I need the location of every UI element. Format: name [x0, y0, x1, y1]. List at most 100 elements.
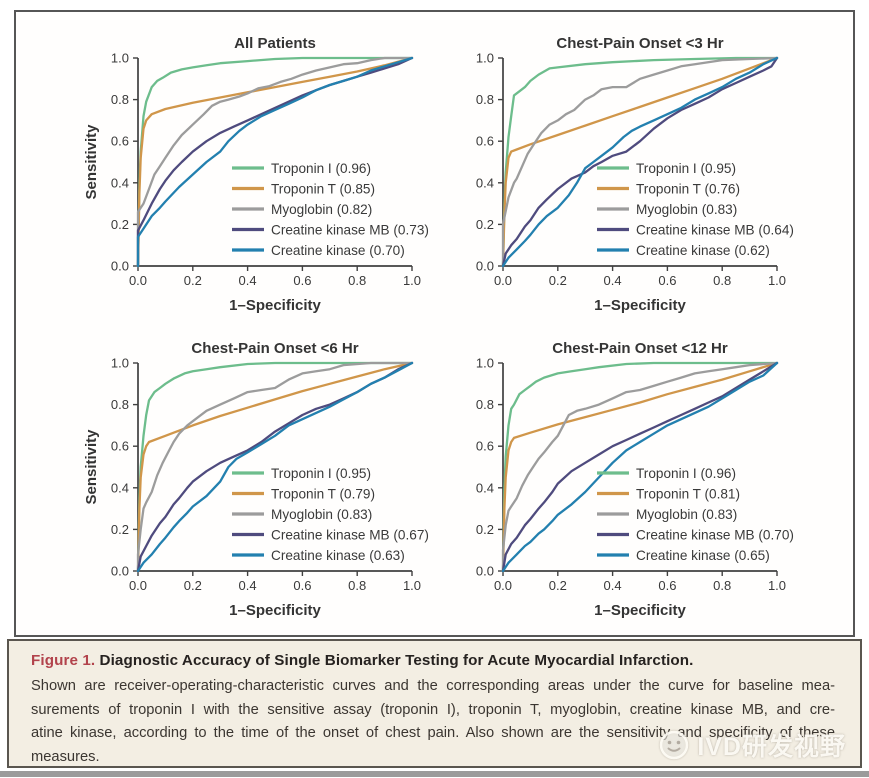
roc-panel-all-patients: All Patients 0.0 0.2 0.4 0.6 0.8 1.0 0.0 0.2 0.4 0…	[83, 35, 429, 314]
caption-body-line-2: surements of troponin I with the sensiti…	[31, 701, 835, 718]
legend-label-creatine-kinase-mb: Creatine kinase MB (0.70)	[636, 527, 794, 542]
roc-curve-troponin-t	[501, 361, 779, 573]
x-tick-label: 0.0	[129, 578, 147, 593]
x-tick-label: 1.0	[768, 578, 786, 593]
roc-panel-onset-3hr: Chest-Pain Onset <3 Hr 0.0 0.2 0.4 0.6 0.8 1.0…	[476, 35, 794, 314]
x-tick-label: 0.6	[658, 578, 676, 593]
y-tick-label: 0.2	[476, 522, 494, 537]
y-tick-label: 0.6	[476, 439, 494, 454]
legend-label-troponin-i: Troponin I (0.96)	[636, 466, 736, 481]
x-axis-title: 1–Specificity	[229, 297, 321, 314]
x-tick-label: 0.8	[713, 578, 731, 593]
legend-label-troponin-t: Troponin T (0.76)	[636, 181, 740, 196]
y-tick-label: 0.4	[476, 175, 494, 190]
y-tick-label: 0.0	[111, 564, 129, 579]
roc-curve-troponin-t	[136, 56, 414, 268]
y-tick-label: 1.0	[476, 51, 494, 66]
legend-label-myoglobin: Myoglobin (0.82)	[271, 202, 372, 217]
figure-plot-area: All Patients 0.0 0.2 0.4 0.6 0.8 1.0 0.0 0.2 0.4 0…	[14, 10, 855, 637]
x-tick-label: 0.4	[239, 273, 257, 288]
x-tick-label: 1.0	[403, 578, 421, 593]
x-tick-label: 0.6	[293, 273, 311, 288]
caption-body-line-1: Shown are receiver-operating-characteris…	[31, 678, 835, 694]
x-axis-title: 1–Specificity	[594, 602, 686, 619]
caption-body-line-4: measures.	[31, 748, 100, 765]
y-tick-label: 0.6	[476, 134, 494, 149]
legend-label-myoglobin: Myoglobin (0.83)	[636, 202, 737, 217]
x-tick-label: 0.2	[184, 273, 202, 288]
caption-body-line-3: atine kinase, according to the time of t…	[31, 725, 835, 742]
legend-label-troponin-i: Troponin I (0.95)	[636, 161, 736, 176]
x-tick-label: 0.6	[293, 578, 311, 593]
roc-curve-troponin-i	[501, 361, 779, 573]
roc-curve-troponin-i	[501, 56, 779, 268]
y-tick-label: 1.0	[111, 356, 129, 371]
y-axis-title: Sensitivity	[83, 124, 100, 200]
y-tick-label: 0.6	[111, 134, 129, 149]
x-tick-label: 0.2	[549, 273, 567, 288]
y-tick-label: 0.4	[476, 480, 494, 495]
roc-curve-creatine-kinase	[136, 56, 414, 268]
x-tick-label: 0.4	[604, 578, 622, 593]
legend-label-creatine-kinase-mb: Creatine kinase MB (0.73)	[271, 222, 429, 237]
roc-curve-troponin-t	[501, 56, 779, 268]
roc-curve-troponin-i	[136, 361, 414, 573]
roc-panel-onset-6hr: Chest-Pain Onset <6 Hr 0.0 0.2 0.4 0.6 0.8 1.0…	[83, 340, 429, 619]
x-tick-label: 1.0	[768, 273, 786, 288]
legend-label-creatine-kinase: Creatine kinase (0.63)	[271, 548, 405, 563]
x-tick-label: 0.2	[549, 578, 567, 593]
legend-label-myoglobin: Myoglobin (0.83)	[271, 507, 372, 522]
y-tick-label: 0.0	[476, 259, 494, 274]
legend-label-creatine-kinase-mb: Creatine kinase MB (0.67)	[271, 527, 429, 542]
x-tick-label: 0.0	[494, 578, 512, 593]
roc-curve-creatine-kinase-mb	[501, 361, 779, 573]
y-tick-label: 0.2	[476, 217, 494, 232]
roc-curve-myoglobin	[136, 361, 414, 573]
roc-curve-myoglobin	[501, 56, 779, 268]
roc-curve-myoglobin	[136, 56, 414, 268]
legend-label-myoglobin: Myoglobin (0.83)	[636, 507, 737, 522]
y-tick-label: 1.0	[111, 51, 129, 66]
figure-caption: Figure 1. Diagnostic Accuracy of Single …	[7, 639, 862, 768]
legend-label-creatine-kinase-mb: Creatine kinase MB (0.64)	[636, 222, 794, 237]
roc-curve-creatine-kinase-mb	[501, 56, 779, 268]
panel-title: Chest-Pain Onset <12 Hr	[552, 340, 728, 357]
y-tick-label: 0.2	[111, 522, 129, 537]
legend-label-troponin-t: Troponin T (0.81)	[636, 486, 740, 501]
legend-label-troponin-t: Troponin T (0.79)	[271, 486, 375, 501]
x-tick-label: 0.4	[239, 578, 257, 593]
y-tick-label: 0.4	[111, 480, 129, 495]
x-tick-label: 0.8	[348, 273, 366, 288]
y-tick-label: 0.6	[111, 439, 129, 454]
panel-title: Chest-Pain Onset <6 Hr	[191, 340, 358, 357]
x-tick-label: 0.0	[129, 273, 147, 288]
legend-label-creatine-kinase: Creatine kinase (0.70)	[271, 243, 405, 258]
x-tick-label: 0.0	[494, 273, 512, 288]
page-edge-shadow	[0, 771, 869, 777]
x-tick-label: 0.4	[604, 273, 622, 288]
x-axis-title: 1–Specificity	[229, 602, 321, 619]
roc-curve-myoglobin	[501, 361, 779, 573]
legend-label-troponin-i: Troponin I (0.95)	[271, 466, 371, 481]
roc-panel-onset-12hr: Chest-Pain Onset <12 Hr 0.0 0.2 0.4 0.6 0.8 1.…	[476, 340, 794, 619]
roc-curve-creatine-kinase	[501, 56, 779, 268]
y-tick-label: 0.4	[111, 175, 129, 190]
caption-title-line: Figure 1. Diagnostic Accuracy of Single …	[31, 652, 835, 669]
panel-title: Chest-Pain Onset <3 Hr	[556, 35, 723, 52]
y-tick-label: 1.0	[476, 356, 494, 371]
y-axis-title: Sensitivity	[83, 429, 100, 505]
x-axis-title: 1–Specificity	[594, 297, 686, 314]
x-tick-label: 0.8	[348, 578, 366, 593]
y-tick-label: 0.2	[111, 217, 129, 232]
x-tick-label: 0.6	[658, 273, 676, 288]
x-tick-label: 0.8	[713, 273, 731, 288]
y-tick-label: 0.0	[111, 259, 129, 274]
legend-label-creatine-kinase: Creatine kinase (0.65)	[636, 548, 770, 563]
roc-curve-creatine-kinase	[501, 361, 779, 573]
figure-title-text: Diagnostic Accuracy of Single Biomarker …	[99, 652, 694, 669]
panel-title: All Patients	[234, 35, 316, 52]
y-tick-label: 0.8	[111, 92, 129, 107]
x-tick-label: 0.2	[184, 578, 202, 593]
figure-number-label: Figure 1.	[31, 652, 96, 669]
